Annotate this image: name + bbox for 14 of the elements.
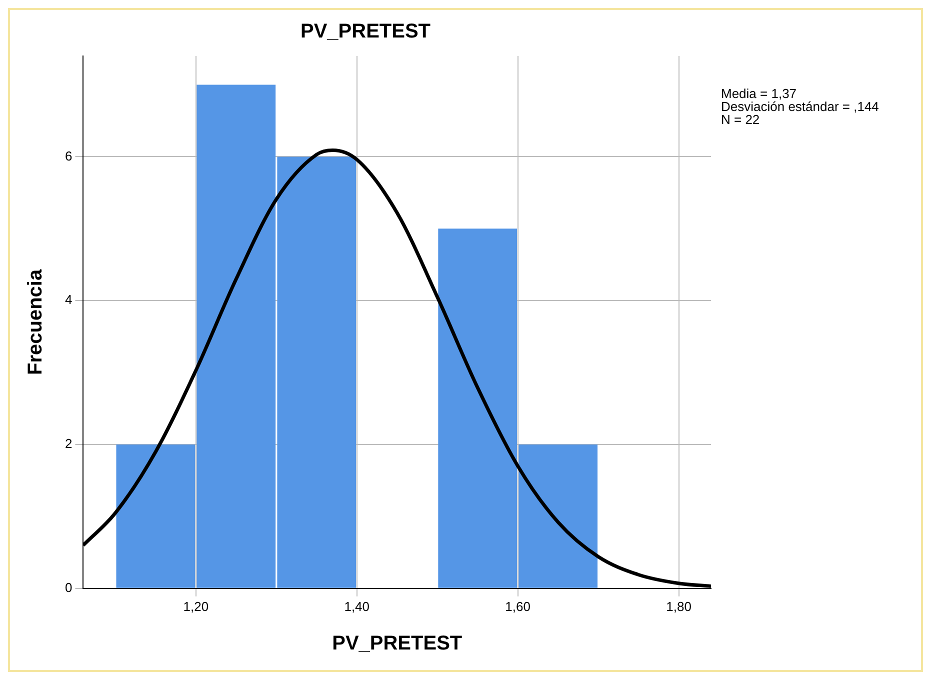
y-tick-label: 2 [64, 436, 72, 452]
y-axis-title: Frecuencia [24, 268, 47, 376]
x-tick-label: 1,20 [183, 598, 209, 614]
x-axis-title: PV_PRETEST [332, 632, 462, 655]
y-tick-label: 0 [64, 580, 72, 595]
chart-title: PV_PRETEST [300, 20, 431, 43]
x-tick-label: 1,40 [344, 598, 370, 614]
y-tick-label: 6 [64, 148, 72, 164]
y-tick-label: 4 [64, 292, 72, 308]
x-tick-label: 1,60 [505, 598, 530, 614]
x-tick-label: 1,80 [666, 598, 692, 614]
text: Desviación estándar = ,144 [721, 99, 879, 114]
text: N = 22 [721, 112, 760, 128]
text: Media = 1,37 [721, 86, 797, 102]
